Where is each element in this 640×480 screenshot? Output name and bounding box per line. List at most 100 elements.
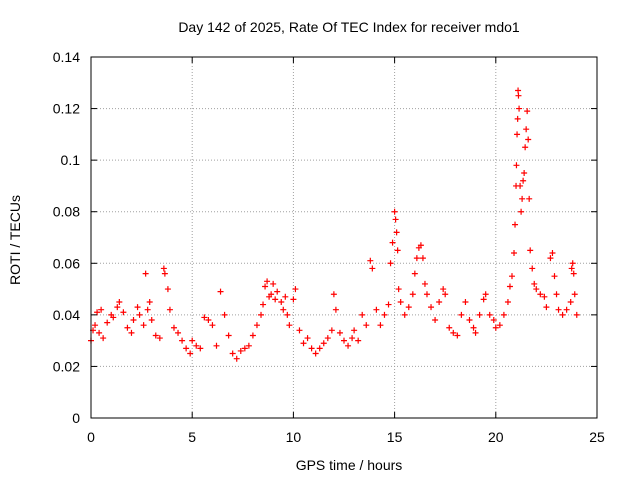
data-point: [292, 286, 299, 293]
data-point: [573, 311, 580, 318]
data-point: [393, 229, 400, 236]
data-point: [316, 345, 323, 352]
data-point: [144, 306, 151, 313]
data-point: [529, 265, 536, 272]
data-point: [480, 296, 487, 303]
data-point: [282, 293, 289, 300]
data-point: [391, 208, 398, 215]
data-point: [525, 136, 532, 143]
data-point: [482, 291, 489, 298]
data-point: [134, 304, 141, 311]
data-point: [377, 322, 384, 329]
data-point: [571, 291, 578, 298]
data-point: [496, 322, 503, 329]
data-point: [405, 304, 412, 311]
data-point: [233, 355, 240, 362]
data-point: [409, 291, 416, 298]
data-point: [320, 340, 327, 347]
data-point: [96, 329, 103, 336]
data-point: [411, 270, 418, 277]
data-point: [568, 265, 575, 272]
data-point: [520, 177, 527, 184]
data-point: [517, 182, 524, 189]
data-point: [436, 298, 443, 305]
data-point: [549, 249, 556, 256]
data-point: [264, 278, 271, 285]
data-point: [389, 239, 396, 246]
data-point: [519, 195, 526, 202]
data-point: [559, 311, 566, 318]
y-tick-label: 0.14: [53, 49, 80, 65]
data-point: [369, 265, 376, 272]
data-point: [543, 304, 550, 311]
y-tick-label: 0.06: [53, 255, 80, 271]
data-point: [345, 342, 352, 349]
data-point: [516, 105, 523, 112]
data-point: [486, 311, 493, 318]
data-point: [116, 298, 123, 305]
data-point: [175, 329, 182, 336]
data-point: [286, 322, 293, 329]
data-point: [328, 327, 335, 334]
data-point: [156, 335, 163, 342]
data-point: [304, 335, 311, 342]
data-point: [397, 298, 404, 305]
data-point: [373, 306, 380, 313]
data-point: [500, 311, 507, 318]
data-point: [522, 144, 529, 151]
data-point: [472, 329, 479, 336]
data-point: [442, 291, 449, 298]
data-point: [183, 345, 190, 352]
data-point: [272, 296, 279, 303]
y-tick-label: 0: [72, 410, 80, 426]
data-point: [446, 324, 453, 331]
data-point: [237, 347, 244, 354]
data-point: [296, 327, 303, 334]
x-tick-label: 25: [589, 429, 605, 445]
data-point: [523, 126, 530, 133]
grid-lines: [91, 57, 597, 418]
data-points: [88, 87, 580, 362]
data-point: [179, 337, 186, 344]
plot-frame: [90, 56, 598, 419]
data-point: [217, 288, 224, 295]
data-point: [385, 301, 392, 308]
data-point: [547, 255, 554, 262]
data-point: [245, 342, 252, 349]
data-point: [363, 322, 370, 329]
data-point: [241, 345, 248, 352]
data-point: [570, 270, 577, 277]
data-point: [130, 317, 137, 324]
data-point: [527, 247, 534, 254]
data-point: [187, 350, 194, 357]
data-point: [205, 317, 212, 324]
data-point: [213, 342, 220, 349]
data-point: [260, 301, 267, 308]
data-point: [450, 329, 457, 336]
data-point: [136, 311, 143, 318]
data-point: [537, 291, 544, 298]
data-point: [476, 311, 483, 318]
data-point: [432, 317, 439, 324]
chart-title: Day 142 of 2025, Rate Of TEC Index for r…: [178, 19, 520, 35]
data-point: [567, 298, 574, 305]
data-point: [413, 255, 420, 262]
data-point: [466, 317, 473, 324]
data-point: [531, 280, 538, 287]
data-point: [470, 324, 477, 331]
data-point: [524, 108, 531, 115]
data-point: [160, 265, 167, 272]
data-point: [428, 304, 435, 311]
data-point: [193, 342, 200, 349]
data-point: [100, 335, 107, 342]
data-point: [359, 311, 366, 318]
data-point: [419, 255, 426, 262]
data-point: [504, 298, 511, 305]
data-point: [490, 317, 497, 324]
data-point: [521, 170, 528, 177]
data-point: [332, 306, 339, 313]
y-tick-label: 0.08: [53, 204, 80, 220]
data-point: [197, 345, 204, 352]
data-point: [351, 327, 358, 334]
